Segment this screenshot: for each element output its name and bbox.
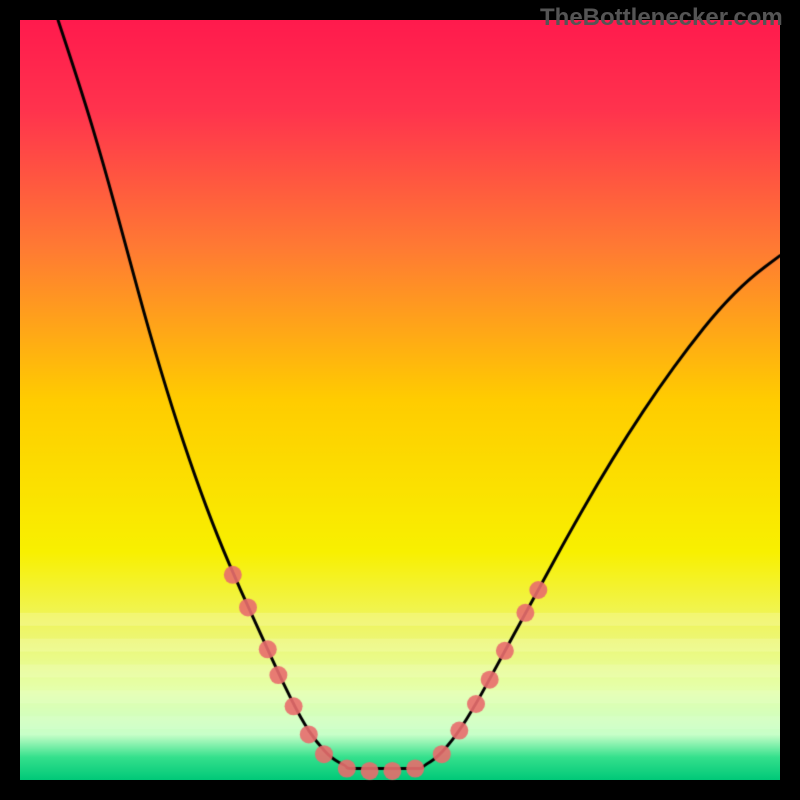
soft-band [20, 613, 780, 626]
soft-band [20, 664, 780, 677]
figure-root: TheBottlenecker.com [0, 0, 800, 800]
soft-band [20, 639, 780, 652]
watermark-text: TheBottlenecker.com [540, 4, 783, 32]
gradient-plot [0, 0, 800, 800]
soft-band [20, 716, 780, 729]
soft-band [20, 690, 780, 703]
